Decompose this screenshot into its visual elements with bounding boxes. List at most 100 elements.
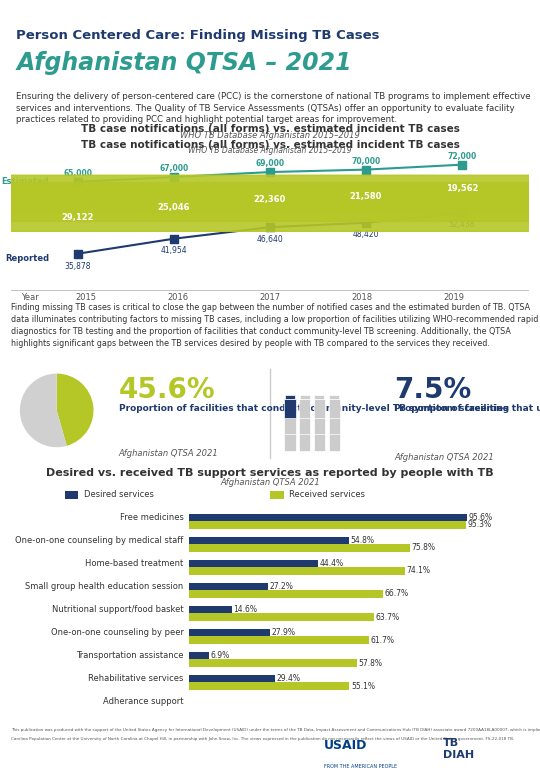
- Text: 27.2%: 27.2%: [269, 582, 294, 591]
- Bar: [299, 432, 310, 450]
- Circle shape: [0, 183, 540, 210]
- Bar: [299, 399, 310, 418]
- Text: This publication was produced with the support of the United States Agency for I: This publication was produced with the s…: [11, 728, 540, 732]
- Bar: [328, 415, 340, 434]
- Bar: [329, 412, 339, 415]
- Point: [458, 207, 467, 219]
- Text: One-on-one counseling by peer: One-on-one counseling by peer: [51, 628, 184, 637]
- Text: 70,000: 70,000: [352, 157, 381, 166]
- Text: WHO TB Database Afghanistan 2015–2019: WHO TB Database Afghanistan 2015–2019: [180, 131, 360, 140]
- Point: [266, 166, 274, 178]
- Text: 57.8%: 57.8%: [359, 659, 383, 668]
- Text: 95.3%: 95.3%: [468, 520, 492, 529]
- Text: 41,954: 41,954: [161, 246, 187, 255]
- Text: 54.8%: 54.8%: [350, 536, 374, 545]
- Text: Received services: Received services: [289, 490, 365, 499]
- Point: [73, 176, 82, 188]
- Text: Proportion of facilities that used WHO-recommended rapid diagnostic for TB testi: Proportion of facilities that used WHO-r…: [394, 404, 540, 412]
- Point: [170, 233, 178, 245]
- Text: 55.1%: 55.1%: [351, 682, 375, 691]
- Point: [73, 247, 82, 260]
- Point: [458, 159, 467, 171]
- Text: 29,122: 29,122: [62, 213, 94, 223]
- Bar: [285, 432, 295, 450]
- Text: 61.7%: 61.7%: [370, 636, 394, 644]
- Bar: [285, 395, 295, 399]
- Bar: [189, 629, 270, 636]
- Bar: [300, 412, 309, 415]
- Bar: [189, 537, 348, 545]
- Circle shape: [0, 205, 540, 231]
- Bar: [329, 395, 339, 399]
- Text: FROM THE AMERICAN PEOPLE: FROM THE AMERICAN PEOPLE: [324, 764, 397, 769]
- Bar: [189, 636, 369, 643]
- Point: [362, 216, 370, 229]
- Wedge shape: [20, 373, 67, 447]
- Bar: [314, 395, 325, 399]
- Text: Free medicines: Free medicines: [120, 513, 184, 522]
- Text: 67,000: 67,000: [159, 164, 188, 173]
- Text: Small group health education session: Small group health education session: [25, 582, 184, 591]
- Wedge shape: [57, 373, 93, 446]
- Text: Afghanistan QTSA 2021: Afghanistan QTSA 2021: [220, 478, 320, 487]
- Bar: [328, 399, 340, 418]
- Text: Year: Year: [21, 293, 39, 302]
- Text: 2017: 2017: [259, 293, 281, 302]
- Bar: [285, 412, 295, 415]
- Text: USAID: USAID: [324, 739, 367, 752]
- Text: 7.5%: 7.5%: [394, 376, 471, 404]
- Text: Afghanistan QTSA 2021: Afghanistan QTSA 2021: [394, 453, 494, 462]
- Text: Rehabilitative services: Rehabilitative services: [88, 675, 184, 683]
- Text: Proportion of facilities that conduct community-level TB symptom screening: Proportion of facilities that conduct co…: [119, 404, 509, 412]
- Text: Afghanistan QTSA 2021: Afghanistan QTSA 2021: [119, 449, 219, 458]
- Bar: [314, 432, 325, 450]
- Text: Desired vs. received TB support services as reported by people with TB: Desired vs. received TB support services…: [46, 468, 494, 478]
- Bar: [270, 491, 284, 499]
- Bar: [189, 521, 467, 528]
- Bar: [314, 399, 325, 418]
- Text: One-on-one counseling by medical staff: One-on-one counseling by medical staff: [15, 536, 184, 545]
- Text: 25,046: 25,046: [158, 203, 190, 212]
- Text: Estimated: Estimated: [2, 177, 49, 187]
- Bar: [189, 591, 383, 598]
- Bar: [189, 560, 318, 567]
- Bar: [328, 432, 340, 450]
- Bar: [189, 545, 410, 552]
- Bar: [314, 415, 325, 434]
- Text: 48,420: 48,420: [353, 230, 379, 239]
- Text: 29.4%: 29.4%: [276, 675, 300, 683]
- Bar: [285, 399, 295, 418]
- Text: 22,360: 22,360: [254, 195, 286, 204]
- Text: Afghanistan QTSA – 2021: Afghanistan QTSA – 2021: [16, 51, 352, 75]
- Text: Transportation assistance: Transportation assistance: [76, 651, 184, 661]
- Text: 66.7%: 66.7%: [384, 590, 409, 598]
- Text: 14.6%: 14.6%: [233, 605, 257, 614]
- Text: TB case notifications (all forms) vs. estimated incident TB cases: TB case notifications (all forms) vs. es…: [80, 124, 460, 135]
- Text: 63.7%: 63.7%: [376, 612, 400, 622]
- Text: Adherance support: Adherance support: [103, 697, 184, 706]
- Circle shape: [0, 194, 540, 222]
- Bar: [189, 513, 467, 521]
- Point: [170, 170, 178, 183]
- Text: 75.8%: 75.8%: [411, 543, 435, 552]
- Text: 27.9%: 27.9%: [272, 628, 296, 637]
- Bar: [285, 428, 295, 432]
- Text: 46,640: 46,640: [256, 234, 284, 244]
- Text: Desired services: Desired services: [84, 490, 153, 499]
- Bar: [300, 395, 309, 399]
- Text: Carolina Population Center at the University of North Carolina at Chapel Hill, i: Carolina Population Center at the Univer…: [11, 738, 514, 741]
- Text: Nutritional support/food basket: Nutritional support/food basket: [52, 605, 184, 614]
- Text: 52,438: 52,438: [449, 220, 475, 230]
- Bar: [189, 652, 209, 660]
- Text: 72,000: 72,000: [447, 152, 477, 161]
- Text: Reported: Reported: [5, 254, 49, 263]
- Text: 44.4%: 44.4%: [320, 559, 344, 568]
- Text: 19,562: 19,562: [446, 184, 478, 193]
- Text: 74.1%: 74.1%: [406, 566, 430, 576]
- Bar: [189, 613, 374, 621]
- Bar: [189, 606, 232, 613]
- Text: TB
DIAH: TB DIAH: [443, 738, 474, 759]
- Circle shape: [0, 175, 540, 202]
- Bar: [189, 567, 404, 575]
- Bar: [329, 428, 339, 432]
